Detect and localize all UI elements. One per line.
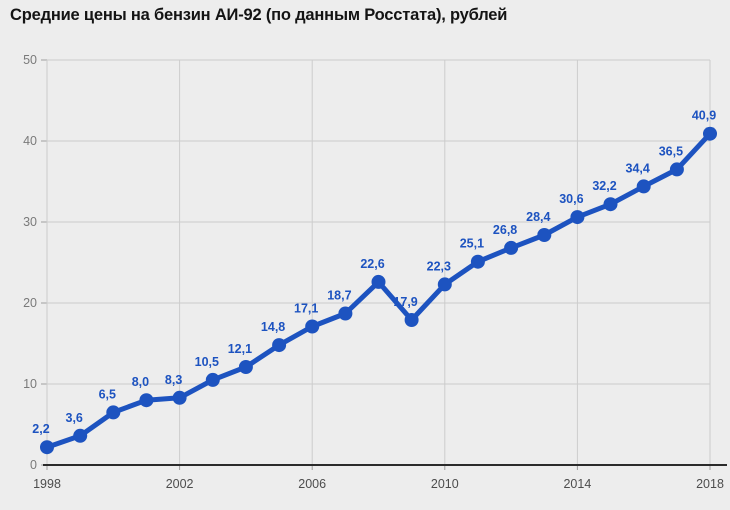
data-point-label: 36,5 bbox=[659, 144, 683, 158]
x-axis-tick-label: 2010 bbox=[431, 477, 459, 491]
data-point bbox=[40, 440, 54, 455]
data-point-label: 10,5 bbox=[195, 355, 219, 369]
x-axis-tick-label: 2014 bbox=[563, 477, 591, 491]
data-point bbox=[238, 360, 253, 374]
y-axis-tick-label: 30 bbox=[23, 215, 37, 229]
chart-title: Средние цены на бензин АИ-92 (по данным … bbox=[10, 6, 508, 24]
y-axis-tick-label: 10 bbox=[23, 377, 37, 391]
data-point bbox=[172, 390, 187, 405]
x-axis-tick-label: 2002 bbox=[166, 477, 194, 491]
data-point-label: 25,1 bbox=[460, 237, 484, 251]
data-point bbox=[470, 254, 485, 269]
data-point-label: 8,3 bbox=[165, 373, 182, 387]
data-point bbox=[703, 126, 717, 141]
data-point bbox=[139, 393, 154, 408]
y-axis-tick-label: 50 bbox=[23, 53, 37, 67]
y-axis-tick-label: 0 bbox=[30, 458, 37, 472]
data-point-label: 30,6 bbox=[559, 192, 583, 206]
data-point bbox=[73, 428, 88, 443]
data-point-label: 3,6 bbox=[66, 411, 83, 425]
data-point bbox=[404, 313, 419, 327]
data-point bbox=[603, 197, 618, 212]
data-point bbox=[570, 210, 585, 225]
data-point-label: 28,4 bbox=[526, 210, 550, 224]
y-axis-tick-label: 40 bbox=[23, 134, 37, 148]
data-point bbox=[636, 179, 651, 194]
data-point-label: 26,8 bbox=[493, 223, 517, 237]
data-point-label: 2,2 bbox=[32, 422, 49, 436]
data-point-label: 8,0 bbox=[132, 375, 149, 389]
x-axis-tick-label: 1998 bbox=[33, 477, 61, 491]
data-point-label: 22,6 bbox=[360, 257, 384, 271]
data-point bbox=[205, 372, 220, 387]
data-point bbox=[437, 277, 452, 292]
data-point bbox=[371, 274, 386, 289]
data-point bbox=[537, 228, 552, 242]
data-point-label: 17,9 bbox=[393, 295, 417, 309]
x-axis-tick-label: 2018 bbox=[696, 477, 724, 491]
data-point bbox=[106, 405, 121, 420]
data-point-label: 34,4 bbox=[626, 161, 650, 175]
data-point-label: 6,5 bbox=[99, 387, 116, 401]
data-point-label: 14,8 bbox=[261, 320, 285, 334]
data-point-label: 18,7 bbox=[327, 289, 351, 303]
data-point-label: 22,3 bbox=[427, 259, 451, 273]
data-point-label: 40,9 bbox=[692, 109, 716, 123]
x-axis-tick-label: 2006 bbox=[298, 477, 326, 491]
data-point bbox=[272, 338, 287, 353]
data-point-label: 17,1 bbox=[294, 302, 318, 316]
data-point bbox=[504, 240, 519, 255]
data-point bbox=[305, 319, 320, 334]
data-point bbox=[669, 162, 684, 177]
y-axis-tick-label: 20 bbox=[23, 296, 37, 310]
data-point-label: 32,2 bbox=[592, 179, 616, 193]
data-point bbox=[338, 306, 353, 321]
data-point-label: 12,1 bbox=[228, 342, 252, 356]
